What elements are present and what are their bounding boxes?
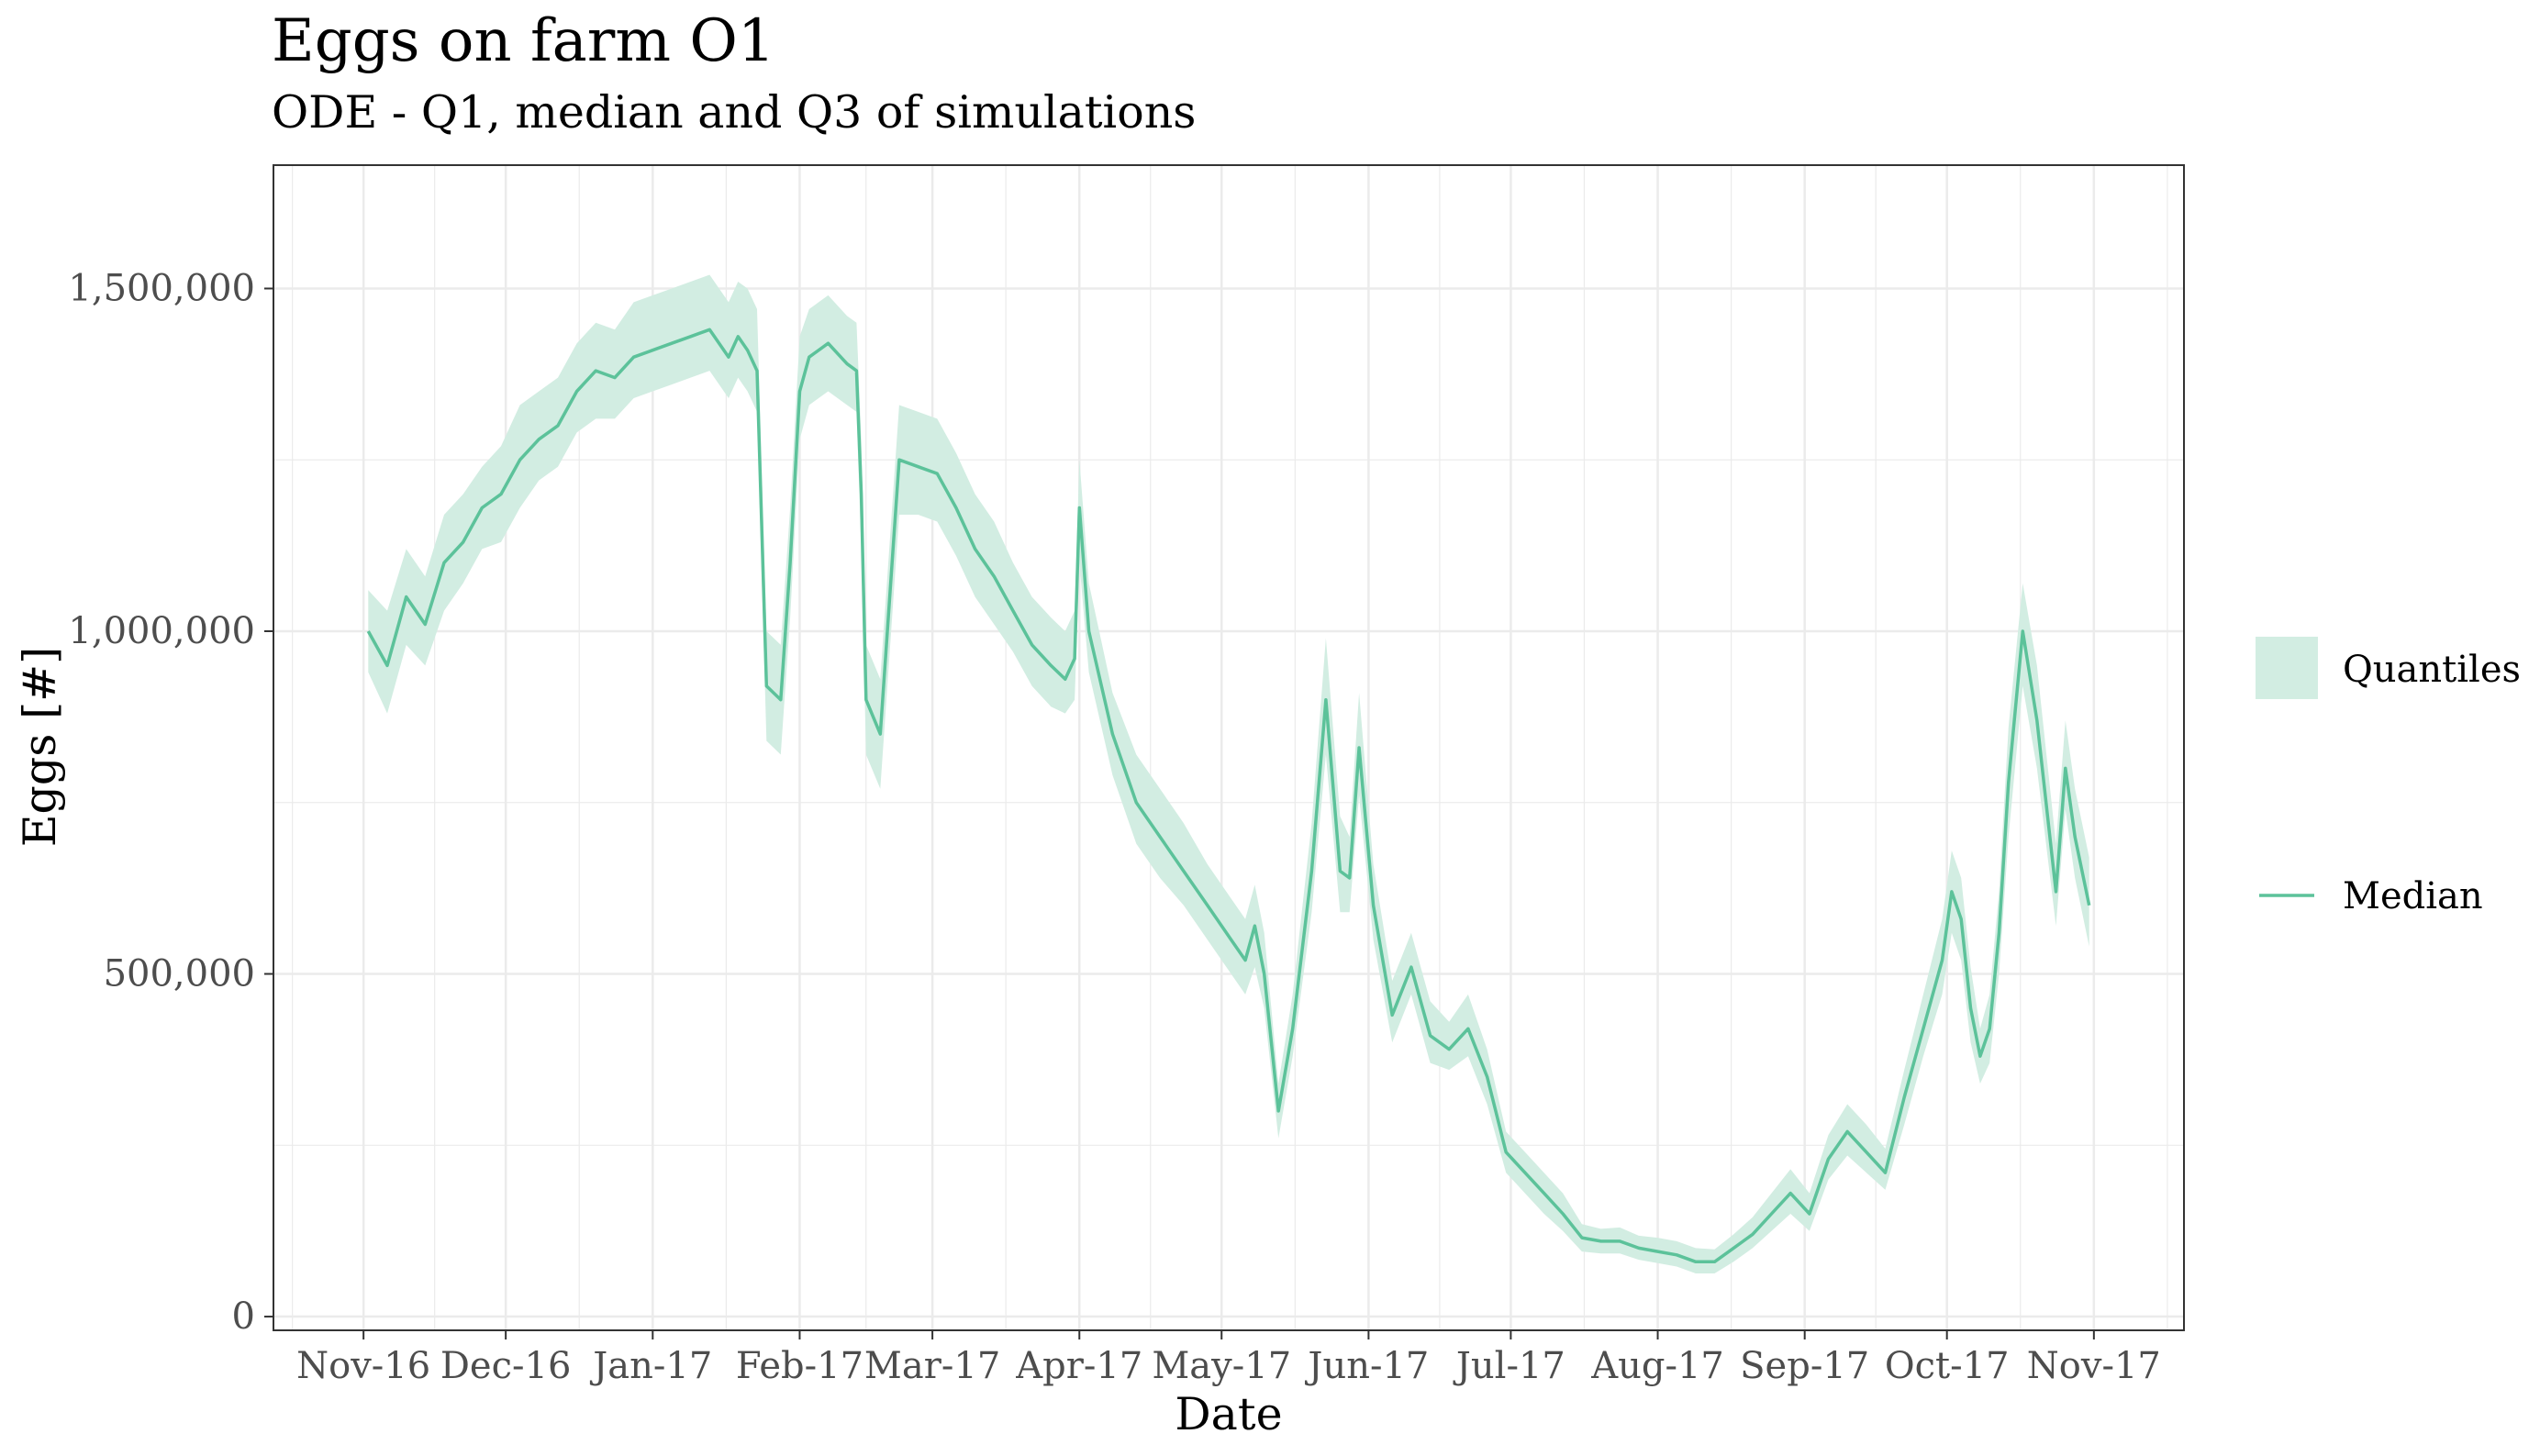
x-tick-label: Aug-17 bbox=[1590, 1345, 1724, 1387]
y-axis-title: Eggs [#] bbox=[14, 647, 66, 848]
legend: Quantiles Median bbox=[2256, 637, 2521, 917]
x-tick-label: Oct-17 bbox=[1885, 1345, 2010, 1387]
x-tick-label: Dec-16 bbox=[440, 1345, 572, 1387]
x-tick-label: Feb-17 bbox=[736, 1345, 863, 1387]
x-axis: Nov-16 Dec-16 Jan-17 Feb-17 Mar-17 Apr-17 May-… bbox=[296, 1330, 2161, 1387]
x-tick-label: Apr-17 bbox=[1015, 1345, 1142, 1387]
y-tick-label: 1,500,000 bbox=[68, 267, 255, 309]
x-tick-label: Nov-16 bbox=[296, 1345, 430, 1387]
x-tick-label: Nov-17 bbox=[2027, 1345, 2161, 1387]
panel-border bbox=[273, 164, 2185, 1331]
grid-minor bbox=[273, 165, 2184, 1330]
x-tick-label: Jun-17 bbox=[1304, 1345, 1429, 1387]
y-axis: 0 500,000 1,000,000 1,500,000 bbox=[68, 267, 273, 1338]
x-tick-label: Sep-17 bbox=[1740, 1345, 1869, 1387]
legend-label-median: Median bbox=[2343, 875, 2483, 917]
chart-title: Eggs on farm O1 bbox=[272, 7, 775, 75]
legend-key-quantiles bbox=[2256, 637, 2318, 699]
y-tick-label: 0 bbox=[232, 1295, 255, 1338]
x-tick-label: Jan-17 bbox=[589, 1345, 712, 1387]
x-tick-label: Jul-17 bbox=[1453, 1345, 1565, 1387]
x-tick-label: Mar-17 bbox=[864, 1345, 1000, 1387]
quantile-band bbox=[368, 274, 2089, 1273]
x-axis-title: Date bbox=[1175, 1388, 1282, 1440]
grid-major bbox=[273, 165, 2184, 1330]
chart-subtitle: ODE - Q1, median and Q3 of simulations bbox=[272, 86, 1197, 139]
y-tick-label: 500,000 bbox=[104, 953, 255, 995]
legend-label-quantiles: Quantiles bbox=[2343, 649, 2521, 691]
y-tick-label: 1,000,000 bbox=[68, 610, 255, 652]
x-tick-label: May-17 bbox=[1152, 1345, 1291, 1387]
median-line bbox=[366, 328, 2091, 1264]
